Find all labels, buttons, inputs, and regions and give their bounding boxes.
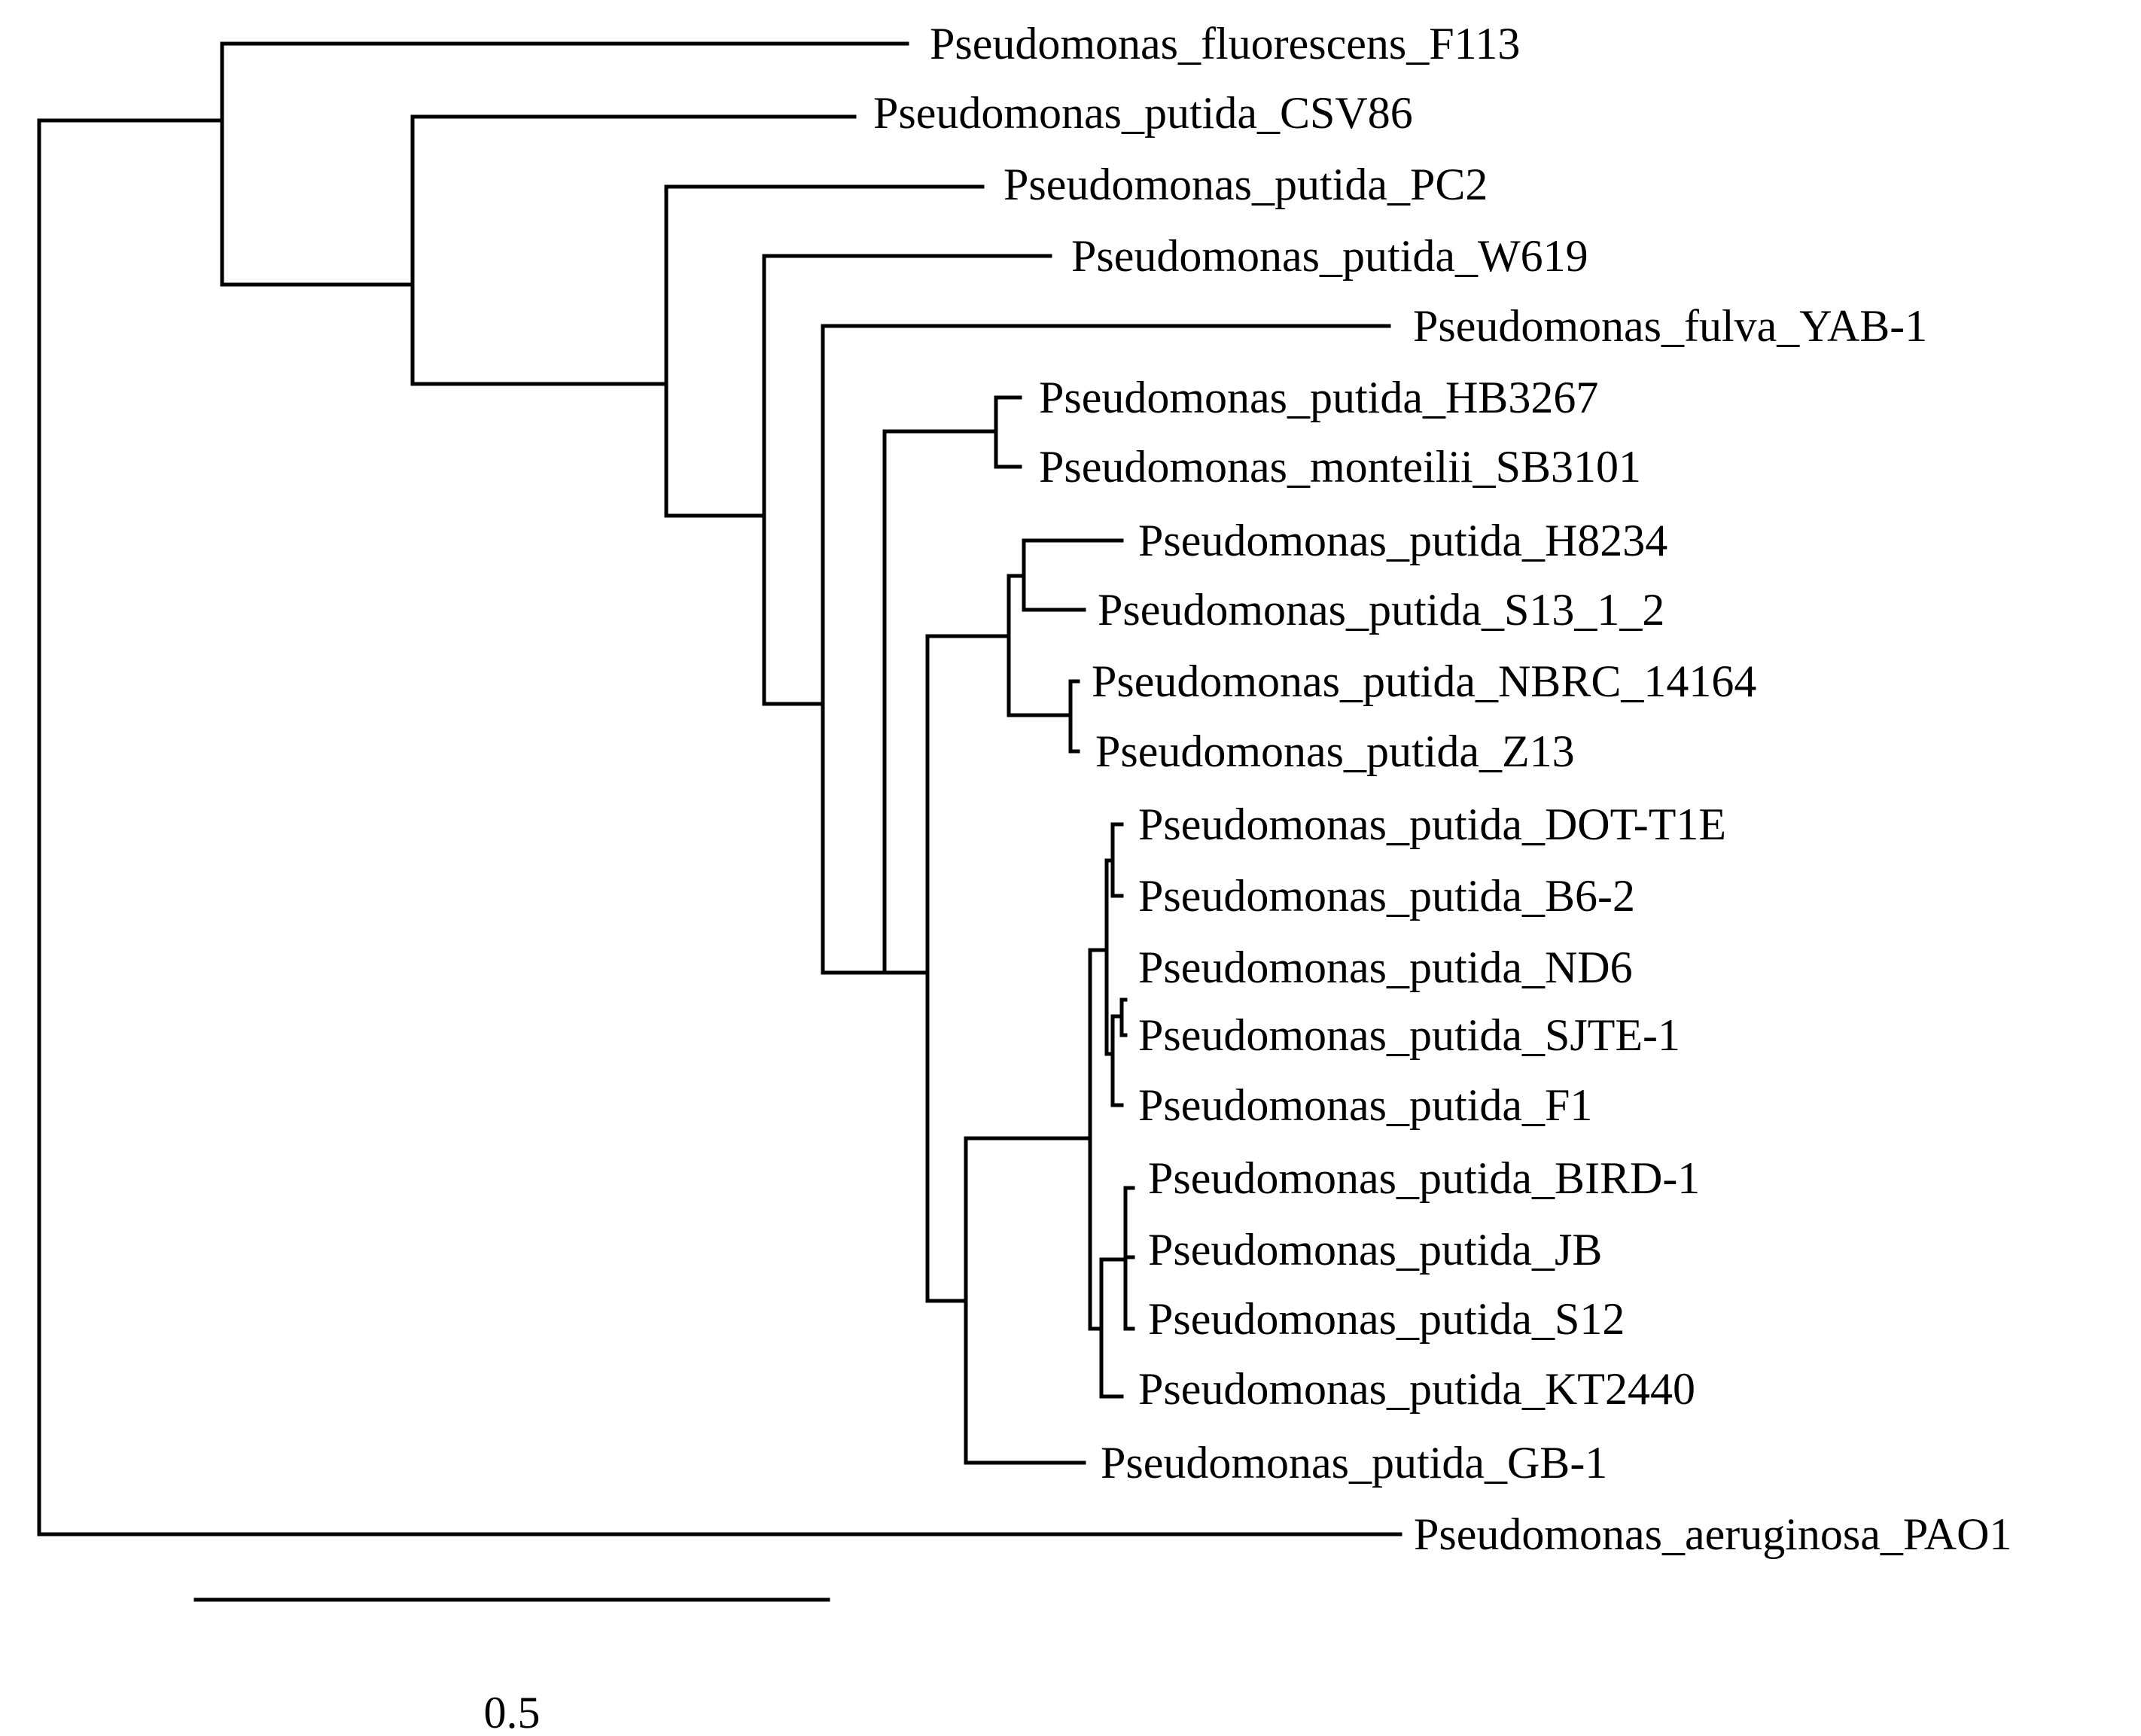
scale-bar: 0.5 <box>193 1597 830 1736</box>
leaf-label: Pseudomonas_putida_Z13 <box>1095 726 1575 776</box>
leaf-label: Pseudomonas_fluorescens_F113 <box>930 19 1520 69</box>
leaf-label: Pseudomonas_putida_W619 <box>1071 231 1588 281</box>
leaf-label: Pseudomonas_putida_S12 <box>1148 1294 1625 1344</box>
branch-node-3 <box>664 184 985 518</box>
leaf-label: Pseudomonas_putida_HB3267 <box>1039 373 1598 422</box>
leaf-label: Pseudomonas_aeruginosa_PAO1 <box>1414 1509 2012 1559</box>
branch-node-11 <box>925 1136 1092 1465</box>
leaf-label: Pseudomonas_putida_F1 <box>1138 1080 1592 1130</box>
leaf-label: Pseudomonas_putida_CSV86 <box>873 88 1413 138</box>
branches <box>37 41 1402 1537</box>
leaf-label: Pseudomonas_putida_DOT-T1E <box>1138 799 1726 849</box>
leaf-label: Pseudomonas_putida_BIRD-1 <box>1148 1153 1700 1203</box>
leaf-label: Pseudomonas_putida_GB-1 <box>1101 1438 1607 1488</box>
leaf-label: Pseudomonas_putida_JB <box>1148 1225 1602 1275</box>
leaf-label: Pseudomonas_putida_B6-2 <box>1138 871 1635 921</box>
branch-root <box>37 118 1402 1537</box>
branch-node-9 <box>1007 538 1124 612</box>
branch-node-2 <box>410 114 857 386</box>
leaf-label: Pseudomonas_putida_S13_1_2 <box>1098 585 1664 635</box>
branch-node-4 <box>762 254 1052 706</box>
leaf-labels: Pseudomonas_fluorescens_F113 Pseudomonas_… <box>873 19 2012 1559</box>
leaf-label: Pseudomonas_putida_H8234 <box>1138 516 1667 565</box>
leaf-label: Pseudomonas_putida_PC2 <box>1003 160 1488 209</box>
leaf-label: Pseudomonas_putida_KT2440 <box>1138 1364 1695 1414</box>
branch-node-8 <box>925 574 1011 717</box>
branch-node-1 <box>220 41 909 287</box>
branch-node-10 <box>1007 679 1080 754</box>
leaf-label: Pseudomonas_putida_SJTE-1 <box>1138 1010 1680 1060</box>
branch-node-13 <box>1088 822 1124 1056</box>
branch-node-6 <box>882 395 1022 469</box>
branch-node-7 <box>882 429 930 1303</box>
leaf-label: Pseudomonas_putida_ND6 <box>1138 943 1633 992</box>
branch-node-15 <box>1088 1186 1135 1399</box>
branch-node-14 <box>1104 997 1128 1107</box>
leaf-label: Pseudomonas_putida_NBRC_14164 <box>1092 656 1756 706</box>
leaf-label: Pseudomonas_fulva_YAB-1 <box>1413 301 1927 351</box>
scale-bar-label: 0.5 <box>484 1688 541 1736</box>
leaf-label: Pseudomonas_monteilii_SB3101 <box>1039 442 1641 492</box>
branch-node-5 <box>821 324 1391 975</box>
